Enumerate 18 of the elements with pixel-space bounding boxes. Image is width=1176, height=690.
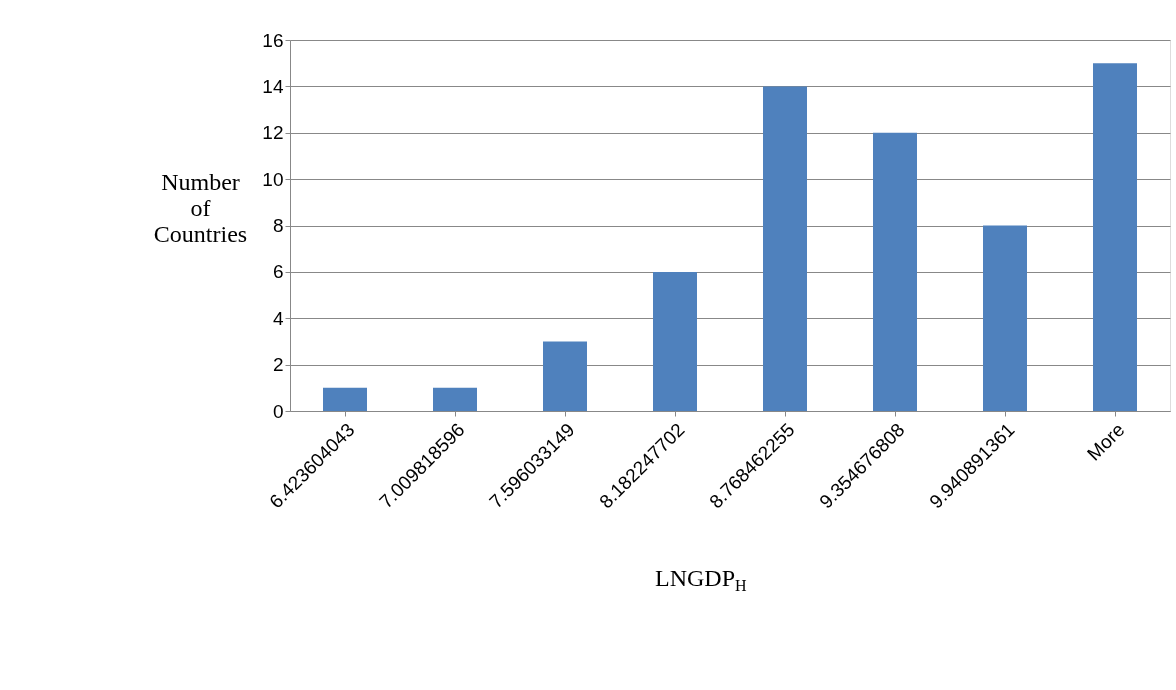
y-axis-title: Number of Countries — [153, 168, 248, 247]
bar — [763, 86, 807, 411]
bar — [873, 132, 917, 411]
bar — [653, 271, 697, 411]
bar — [543, 341, 587, 411]
y-tick-label: 0 — [272, 400, 284, 422]
y-tick-label: 6 — [272, 261, 284, 283]
y-tick-label: 12 — [262, 122, 284, 144]
bar — [323, 387, 367, 411]
y-tick-label: 16 — [262, 29, 284, 51]
y-tick-label: 4 — [272, 307, 284, 329]
bar — [983, 225, 1027, 411]
y-tick-label: 2 — [272, 354, 284, 376]
bar — [433, 387, 477, 411]
y-tick-label: 10 — [262, 168, 284, 190]
y-tick-label: 14 — [262, 75, 284, 97]
y-tick-label: 8 — [272, 215, 284, 236]
bar — [1093, 63, 1137, 411]
